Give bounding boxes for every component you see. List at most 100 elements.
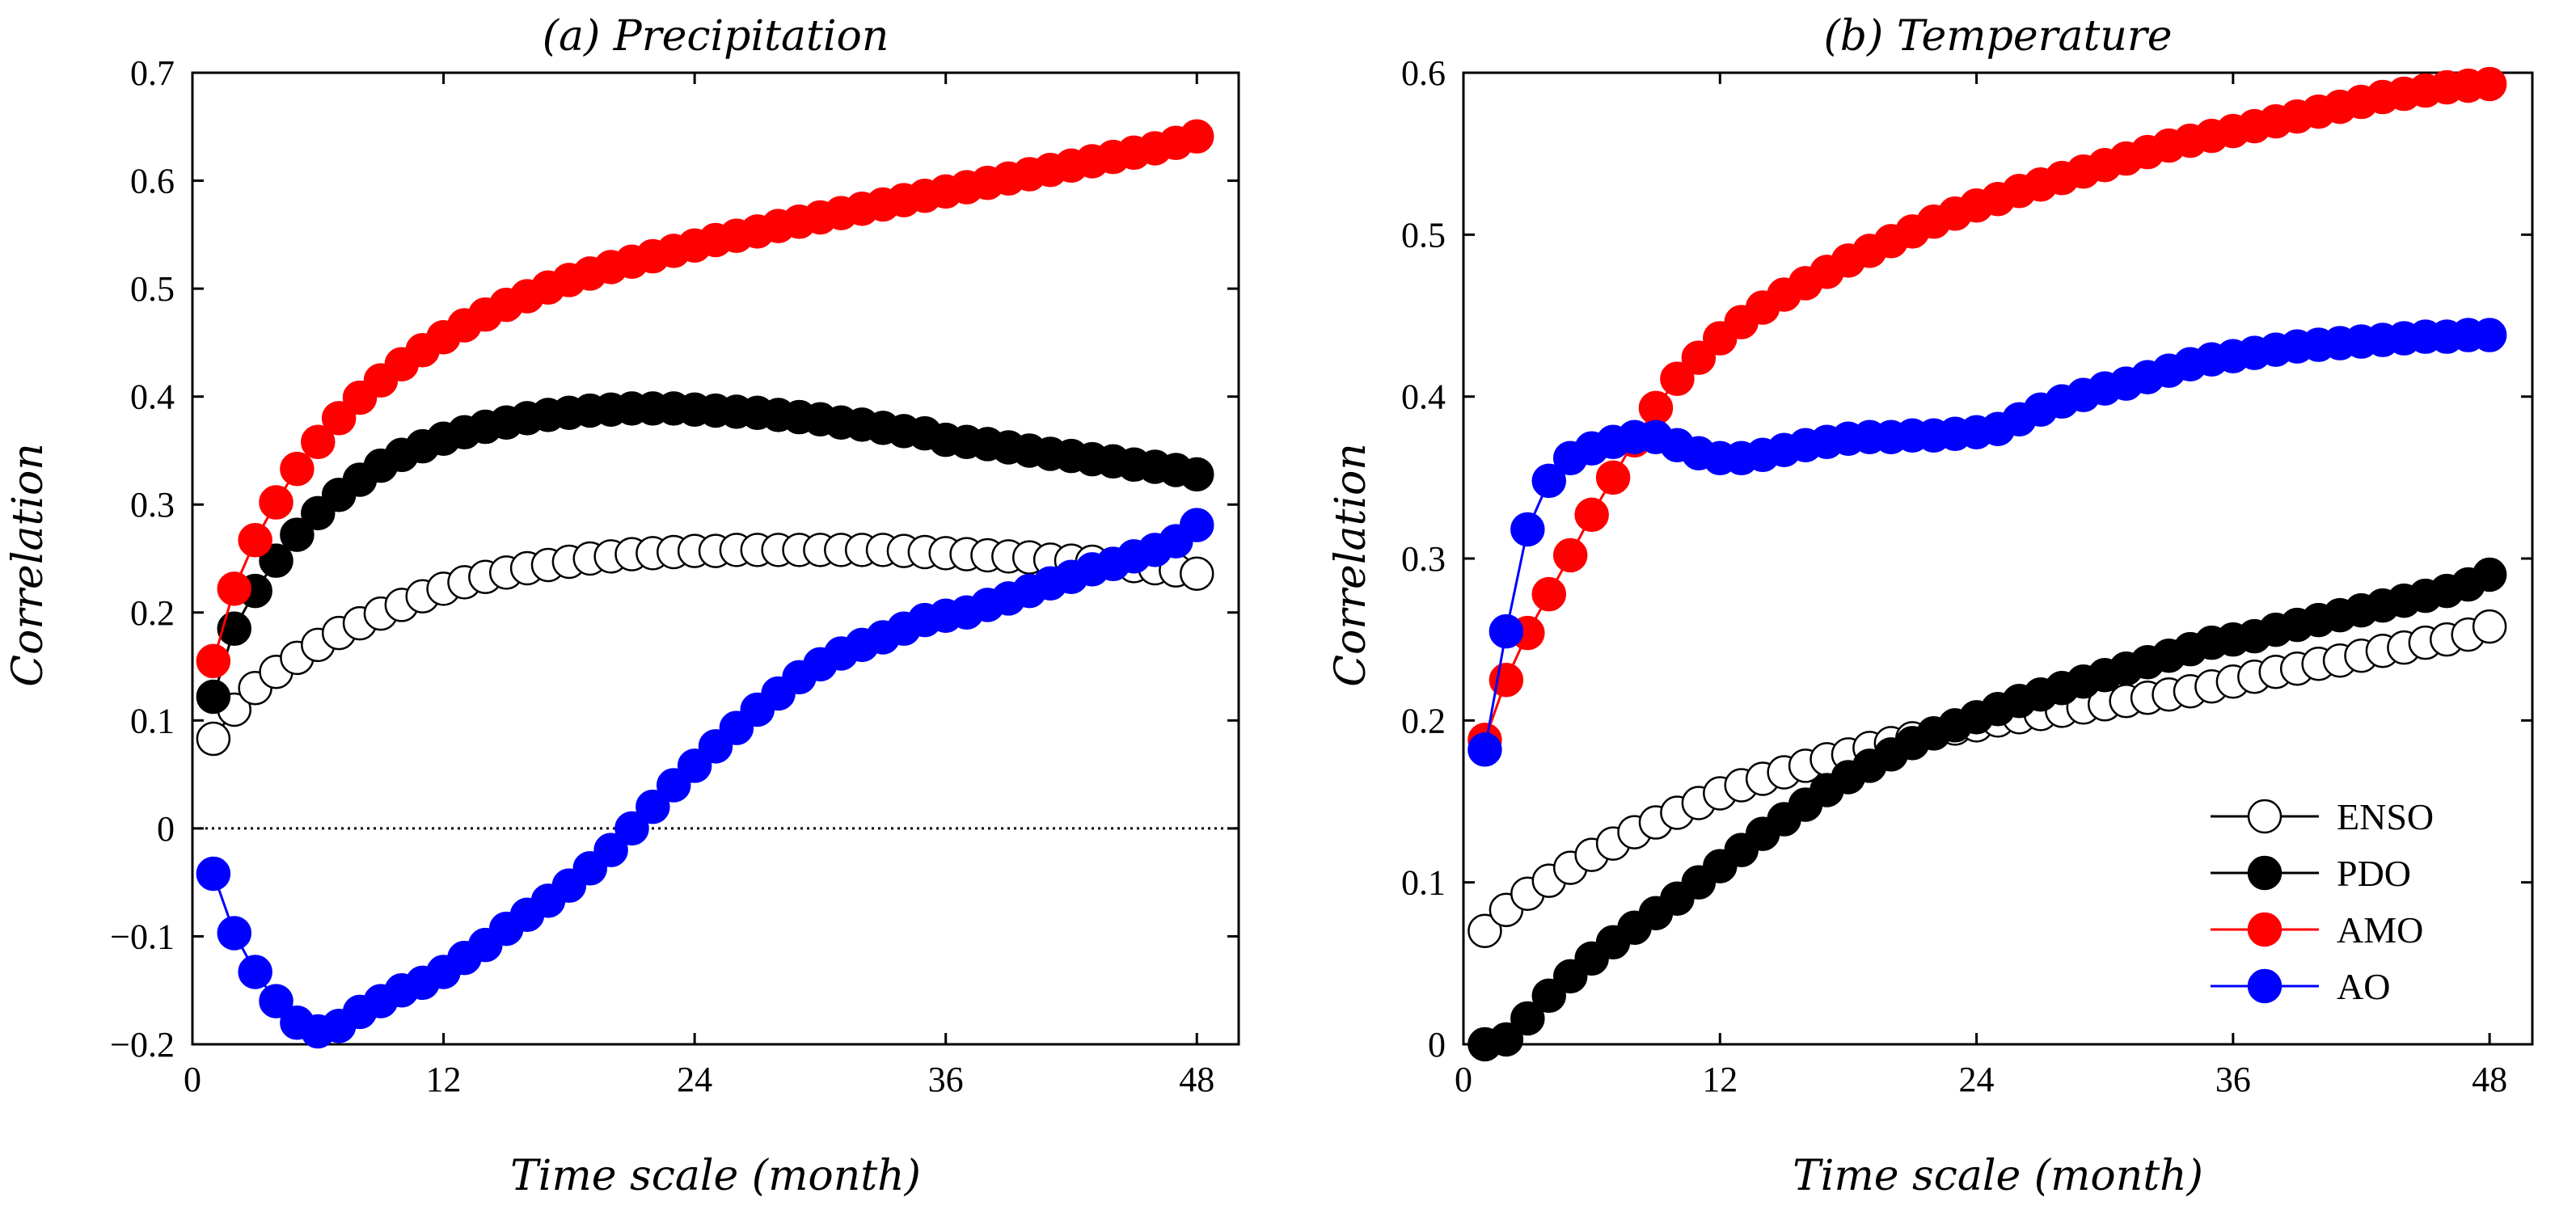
panel-b-plot-area: 0 12 24 36 48 0 0.1 0.2 0.3 0.4 0.5 0.6 <box>1401 53 2534 1099</box>
panel-a-ytick-label: 0.7 <box>130 53 175 93</box>
panel-a-amo-point <box>280 451 315 487</box>
panel-a-ytick-label: 0.4 <box>130 377 175 417</box>
panel-b-amo-point <box>1595 460 1631 495</box>
panel-a-ytick-label: 0.1 <box>130 701 175 740</box>
panel-a-ytick-label: 0.3 <box>130 485 175 525</box>
legend-amo-marker <box>2247 912 2283 947</box>
panel-b-pdo-point <box>1531 978 1567 1014</box>
panel-b-ytick-label: 0.1 <box>1401 863 1446 903</box>
legend-pdo-label: PDO <box>2337 853 2411 894</box>
legend-enso-label: ENSO <box>2337 796 2434 837</box>
panel-b-ao-point <box>1489 613 1524 649</box>
panel-b-ao-point <box>1531 463 1567 499</box>
panel-b-enso-point <box>1467 913 1502 949</box>
panel-b-ytick-label: 0.3 <box>1401 539 1446 579</box>
panel-a-ytick-label: 0.2 <box>130 593 175 633</box>
panel-b-series-amo <box>1467 66 2507 757</box>
panel-b-series-ao <box>1467 318 2507 767</box>
panel-a-ao-point <box>593 833 628 867</box>
legend-entry-enso: ENSO <box>2211 796 2434 837</box>
panel-b-enso-point <box>2472 609 2507 644</box>
panel-a-xtick-label: 12 <box>426 1060 462 1099</box>
panel-b-xtick-label: 0 <box>1455 1060 1472 1099</box>
panel-a-ao-point <box>614 811 649 846</box>
panel-b-ytick-label: 0.4 <box>1401 377 1446 417</box>
panel-a-plot-area: 0 12 24 36 48 −0.2 −0.1 0 0.1 0.2 0.3 0.4 0.5 0.6 0.7 <box>110 53 1240 1099</box>
panel-b-ytick-label: 0.6 <box>1401 53 1446 93</box>
panel-a-enso-point <box>1179 556 1214 591</box>
panel-a-series-amo <box>196 119 1214 679</box>
legend-entry-ao: AO <box>2211 966 2390 1007</box>
panel-a-xtick-label: 0 <box>184 1060 201 1099</box>
panel-a-amo-point <box>321 401 357 436</box>
panel-b-amo-point <box>2472 66 2507 102</box>
panel-b-ytick-label: 0 <box>1428 1025 1446 1065</box>
panel-b-amo-point <box>1552 538 1588 573</box>
panel-b-ao-point <box>2472 318 2507 352</box>
panel-b-title: (b) Temperature <box>1823 12 2172 61</box>
panel-a-amo-point <box>217 571 252 606</box>
legend-pdo-marker <box>2247 855 2283 891</box>
panel-b-pdo-point <box>1489 1022 1524 1057</box>
panel-a-amo-point <box>259 485 293 520</box>
panel-a-pdo-point <box>1179 457 1214 492</box>
panel-a-ao-point <box>217 916 252 951</box>
panel-b-ytick-label: 0.5 <box>1401 215 1446 255</box>
panel-a-amo-point <box>301 424 336 460</box>
panel-a-series-enso <box>196 533 1214 757</box>
panel-a-ao-point <box>259 984 293 1018</box>
panel-a-title: (a) Precipitation <box>543 12 889 61</box>
panel-a-ao-point <box>1179 508 1214 542</box>
panel-precipitation: (a) Precipitation Time scale (month) Cor… <box>4 12 1240 1200</box>
panel-b-xtick-label: 36 <box>2215 1060 2251 1099</box>
panel-a-xtick-label: 24 <box>677 1060 712 1099</box>
panel-b-xtick-label: 48 <box>2472 1060 2507 1099</box>
panel-b-pdo-point <box>1510 1001 1545 1036</box>
panel-a-ytick-label: 0.5 <box>130 269 175 309</box>
legend-enso-marker <box>2247 799 2283 834</box>
legend-amo-label: AMO <box>2337 909 2423 951</box>
panel-a-series-ao <box>196 508 1214 1049</box>
panel-b-ao-point <box>1467 732 1502 767</box>
panel-a-ao-point <box>238 955 272 989</box>
panel-b-xtick-label: 12 <box>1702 1060 1738 1099</box>
panel-b-xlabel: Time scale (month) <box>1793 1152 2203 1200</box>
panel-a-xtick-label: 48 <box>1179 1060 1214 1099</box>
panel-a-ytick-label: 0 <box>157 809 175 849</box>
panel-b-amo-point <box>1681 340 1717 375</box>
legend-ao-marker <box>2247 968 2283 1004</box>
panel-b-ytick-label: 0.2 <box>1401 701 1446 740</box>
panel-a-series-pdo <box>196 391 1214 715</box>
panel-a-xlabel: Time scale (month) <box>510 1152 921 1200</box>
panel-a-enso-point <box>196 721 231 757</box>
panel-b-xtick-label: 24 <box>1959 1060 1995 1099</box>
panel-a-ytick-label: 0.6 <box>130 162 175 201</box>
panel-b-amo-point <box>1638 390 1674 425</box>
panel-b-series-pdo <box>1467 557 2507 1062</box>
panel-a-pdo-point <box>280 517 315 552</box>
panel-a-ytick-label: −0.2 <box>110 1025 175 1065</box>
panel-a-ao-point <box>636 789 670 824</box>
panel-b-ao-point <box>1510 512 1545 547</box>
panel-a-amo-point <box>238 523 272 558</box>
panel-b-ylabel: Correlation <box>1327 443 1375 687</box>
panel-a-pdo-point <box>259 543 293 578</box>
panel-a-pdo-point <box>196 679 231 715</box>
legend-ao-label: AO <box>2337 966 2390 1007</box>
panel-b-amo-point <box>1531 576 1567 612</box>
legend: ENSO PDO AMO AO <box>2211 796 2434 1007</box>
panel-a-ylabel: Correlation <box>4 443 53 687</box>
panel-a-amo-point <box>1179 119 1214 154</box>
panel-a-ytick-label: −0.1 <box>110 917 175 956</box>
panel-a-axes-box <box>191 71 1240 1046</box>
panel-b-amo-point <box>1660 361 1695 396</box>
panel-b-pdo-point <box>2472 557 2507 592</box>
panel-b-amo-point <box>1574 497 1609 533</box>
legend-entry-pdo: PDO <box>2211 853 2411 894</box>
panel-a-xtick-label: 36 <box>928 1060 964 1099</box>
panel-temperature: (b) Temperature Time scale (month) Corre… <box>1327 12 2534 1200</box>
panel-a-amo-point <box>196 643 231 679</box>
panel-a-ao-point <box>196 856 231 892</box>
legend-entry-amo: AMO <box>2211 909 2423 951</box>
